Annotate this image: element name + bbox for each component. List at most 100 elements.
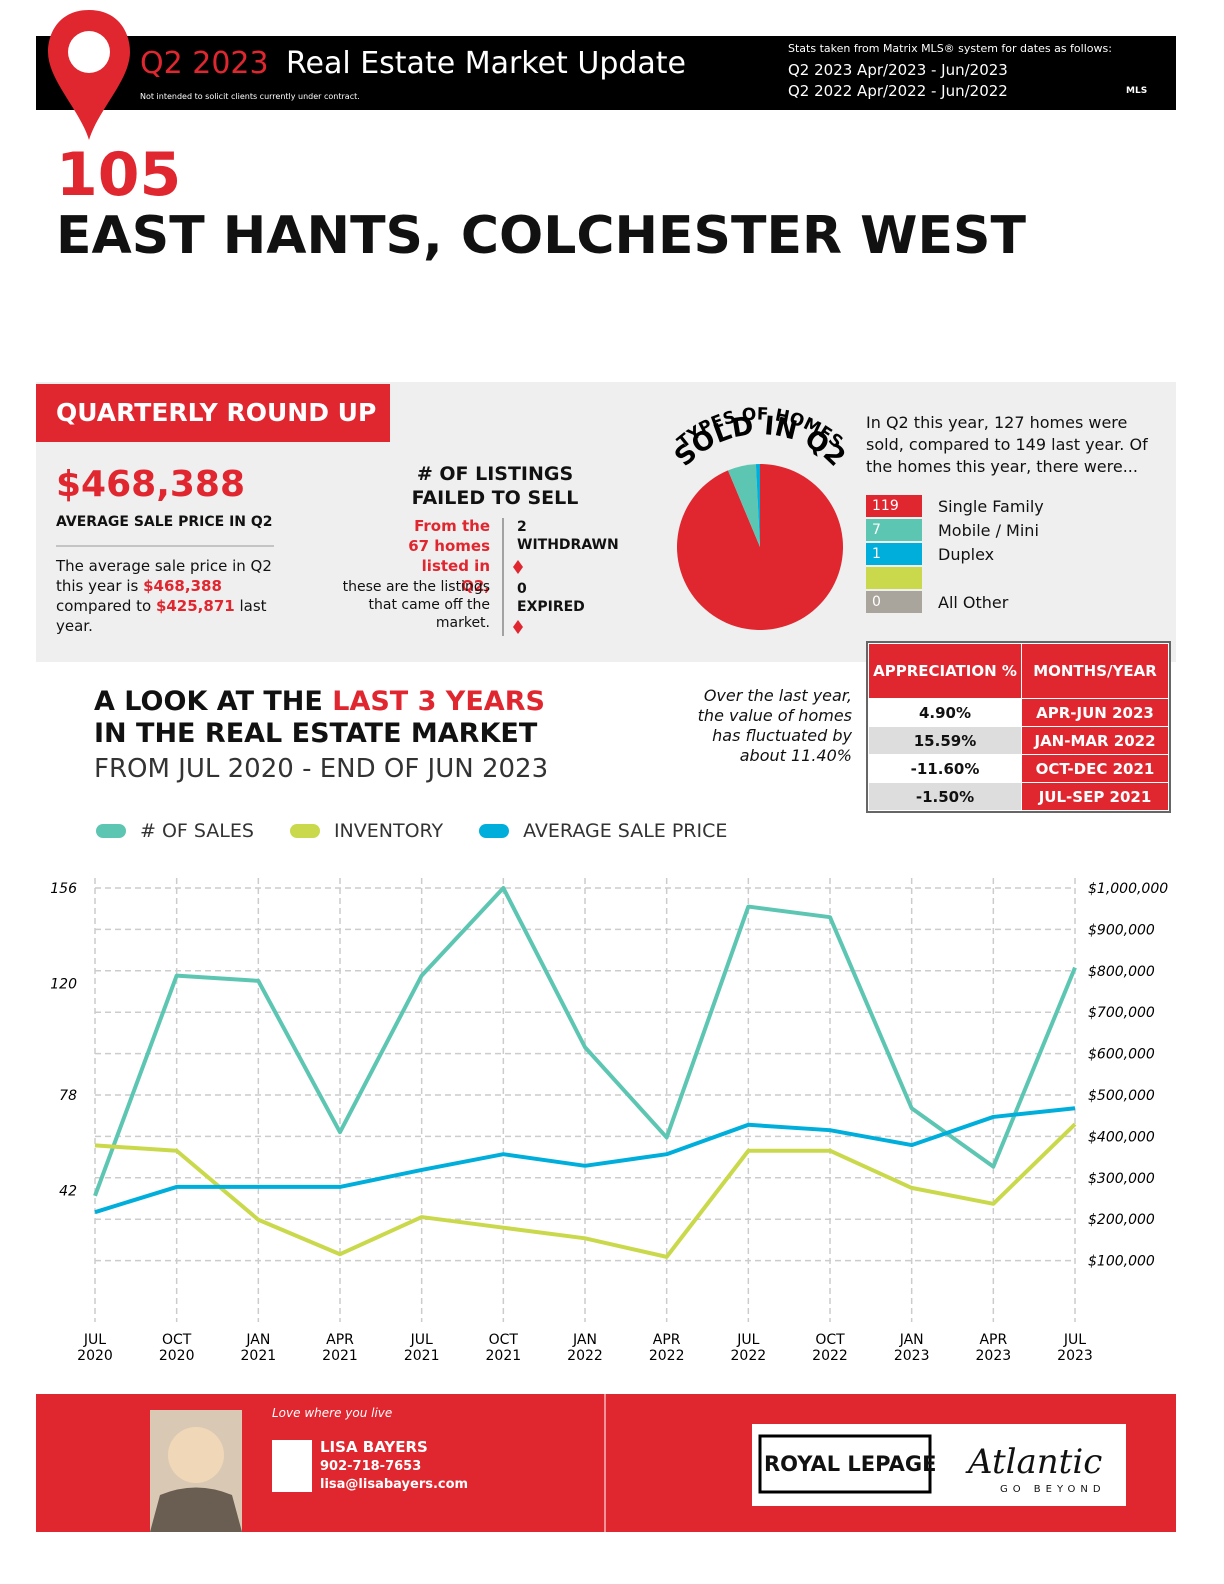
legend-label: AVERAGE SALE PRICE (523, 820, 728, 842)
legend-label: INVENTORY (333, 820, 444, 842)
label: EXPIRED (517, 599, 585, 615)
cell: OCT-DEC 2021 (1021, 754, 1169, 783)
text: In Q2 this year, 127 homes were sold, co… (866, 413, 1128, 454)
row: 15.59% JAN-MAR 2022 (868, 726, 1169, 755)
avg-label: AVERAGE SALE PRICE IN Q2 (56, 514, 273, 530)
title-highlight: Q2 2023 (140, 46, 269, 81)
y-tick-label: 120 (50, 977, 77, 993)
x-tick-label: JUL 2022 (731, 1332, 767, 1364)
area-number: 105 (56, 140, 182, 210)
area-name: EAST HANTS, COLCHESTER WEST (56, 206, 1026, 266)
pin (48, 10, 130, 140)
agent-face (168, 1427, 224, 1483)
summary: In Q2 this year, 127 homes were sold, co… (866, 412, 1166, 478)
line-chart: $1,000,000 $900,000 $800,000 $700,000 $600,0… (50, 878, 1168, 1364)
three-years-title: A LOOK AT THE LAST 3 YEARS IN THE REAL ES… (94, 686, 545, 750)
x-tick-label: JUL 2021 (404, 1332, 440, 1364)
series-line (93, 886, 1077, 1197)
legend-item: 119 Single Family (866, 494, 1044, 518)
legend-item (866, 566, 1044, 590)
text: A LOOK AT THE (94, 686, 333, 717)
legend-label: Mobile / Mini (938, 520, 1039, 540)
legend-label: Duplex (938, 544, 995, 564)
avg-price: $468,388 (56, 464, 246, 505)
y2-tick-label: $900,000 (1088, 922, 1155, 938)
cell: 15.59% (868, 726, 1022, 755)
brand2-tag: GO BEYOND (1000, 1484, 1106, 1495)
roundup-heading: QUARTERLY ROUND UP (56, 398, 377, 427)
legend-swatch: 7 (866, 519, 922, 541)
header-cell: MONTHS/YEAR (1021, 643, 1169, 699)
agent-body (150, 1487, 242, 1532)
x-tick-label: APR 2021 (322, 1332, 358, 1364)
y2-tick-label: $800,000 (1088, 964, 1155, 980)
y2-tick-label: $600,000 (1088, 1047, 1155, 1063)
legend-item: INVENTORY (289, 820, 444, 842)
legend-label: Single Family (938, 496, 1044, 516)
y2-tick-label: $300,000 (1088, 1171, 1155, 1187)
cell: APR-JUN 2023 (1021, 698, 1169, 727)
failed-from: From the 67 homes listed in Q2, (408, 517, 490, 595)
legend-item: AVERAGE SALE PRICE (479, 820, 727, 842)
tab (36, 384, 390, 442)
brand2: Atlantic (968, 1442, 1103, 1482)
row: 4.90% APR-JUN 2023 (868, 698, 1169, 727)
mls-logo: MLS (1126, 86, 1148, 96)
x-tick-label: OCT 2020 (159, 1332, 195, 1364)
three-years-subtitle: FROM JUL 2020 - END OF JUN 2023 (94, 754, 549, 784)
agent-email: lisa@lisabayers.com (320, 1477, 469, 1492)
text: last year. (56, 597, 267, 635)
agent-phone: 902-718-7653 (320, 1459, 422, 1474)
header-bar (36, 36, 1176, 110)
three-years-note: Over the last year, the value of homes h… (697, 686, 852, 765)
value: 0 (517, 581, 527, 597)
legend-swatch: 0 (866, 591, 922, 613)
x-tick-label: APR 2022 (649, 1332, 685, 1364)
pie-slice (755, 464, 760, 547)
series-line (94, 1106, 1076, 1215)
agent-logo (272, 1440, 312, 1492)
failed-heading: # OF LISTINGS FAILED TO SELL (411, 463, 579, 509)
pin-hole (68, 31, 110, 73)
diamonds (513, 560, 523, 634)
x-tick-label: JUL 2023 (1057, 1332, 1093, 1364)
cell: -1.50% (868, 782, 1022, 811)
cell: 4.90% (868, 698, 1022, 727)
failed-item: 2 WITHDRAWN (517, 518, 619, 554)
failed-item: 0 EXPIRED (517, 580, 585, 616)
legend-item: 7 Mobile / Mini (866, 518, 1044, 542)
row: -1.50% JUL-SEP 2021 (868, 782, 1169, 811)
brand: ROYAL LEPAGE (764, 1452, 937, 1476)
tagline: Love where you live (272, 1406, 393, 1420)
legend-label: All Other (938, 592, 1009, 612)
y-tick-label: 42 (59, 1184, 77, 1200)
text: $468,388 (143, 577, 222, 595)
y-tick-label: 156 (50, 881, 77, 897)
period: Q2 2023 Apr/2023 - Jun/2023 (788, 61, 1008, 79)
text: compared to (56, 597, 156, 615)
text: IN THE REAL ESTATE MARKET (94, 718, 538, 749)
text: LAST 3 YEARS (332, 686, 545, 717)
appreciation-table: APPRECIATION % MONTHS/YEAR 4.90% APR-JUN 2… (868, 643, 1169, 811)
cell: -11.60% (868, 754, 1022, 783)
pie-slice (728, 464, 760, 547)
disclaimer: Not intended to solicit clients currentl… (140, 92, 360, 101)
legend-item: 1 Duplex (866, 542, 1044, 566)
legend-swatch: 119 (866, 495, 922, 517)
legend-swatch (479, 824, 510, 838)
title: Real Estate Market Update (286, 46, 687, 81)
legend: # OF SALES INVENTORY AVERAGE SALE PRICE (96, 820, 763, 842)
x-tick-label: JAN 2022 (567, 1332, 603, 1364)
legend-swatch (289, 824, 320, 838)
x-tick-label: APR 2023 (976, 1332, 1012, 1364)
series-line (94, 1122, 1077, 1259)
y2-tick-label: $1,000,000 (1088, 881, 1168, 897)
text: The average sale price in Q2 this year i… (56, 557, 272, 595)
y2-tick-label: $500,000 (1088, 1088, 1155, 1104)
pie-legend: 119 Single Family 7 Mobile / Mini 1 Duplex 0 Al… (866, 494, 1044, 614)
y2-tick-label: $400,000 (1088, 1129, 1155, 1145)
x-tick-label: OCT 2022 (812, 1332, 848, 1364)
stats-note: Stats taken from Matrix MLS® system for … (788, 42, 1112, 55)
